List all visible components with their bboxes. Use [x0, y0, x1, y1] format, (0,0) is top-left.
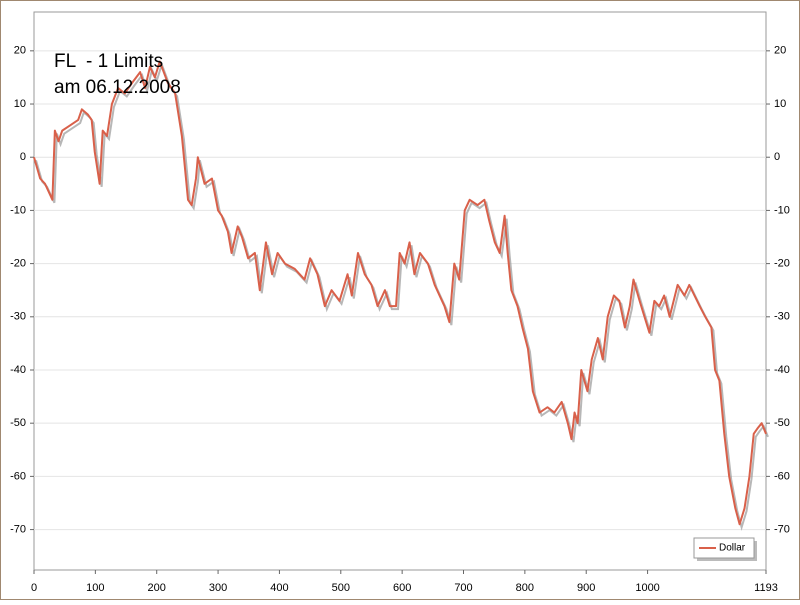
x-tick-label: 100: [86, 582, 104, 594]
y-tick-label: 10: [14, 98, 26, 110]
y-tick-label: -60: [10, 470, 26, 482]
y2-tick-label: -10: [774, 204, 790, 216]
y2-tick-label: -50: [774, 417, 790, 429]
y-tick-label: 0: [20, 151, 26, 163]
y-tick-label: 20: [14, 45, 26, 57]
y-tick-label: -50: [10, 417, 26, 429]
x-tick-label: 600: [393, 582, 411, 594]
legend-label: Dollar: [719, 543, 746, 554]
marks: [33, 60, 769, 531]
x-tick-label: 0: [31, 582, 37, 594]
x-tick-label: 500: [332, 582, 350, 594]
x-tick-label: 700: [454, 582, 472, 594]
x-tick-label: 400: [270, 582, 288, 594]
chart-subtitle: am 06.12.2008: [54, 77, 181, 98]
x-tick-label: 1000: [635, 582, 659, 594]
y2-tick-label: -20: [774, 258, 790, 270]
y2-tick-label: 10: [774, 98, 786, 110]
line-shadow: [35, 61, 769, 531]
y2-tick-label: 0: [774, 151, 780, 163]
x-tick-label: 1193: [754, 582, 778, 594]
y2-tick-label: -30: [774, 311, 790, 323]
y-tick-label: -30: [10, 311, 26, 323]
y-tick-label: -40: [10, 364, 26, 376]
y-tick-label: -20: [10, 258, 26, 270]
x-tick-label: 800: [516, 582, 534, 594]
y2-tick-label: 20: [774, 45, 786, 57]
x-tick-label: 300: [209, 582, 227, 594]
y2-tick-label: -70: [774, 523, 790, 535]
y-tick-label: -10: [10, 204, 26, 216]
chart-title: FL - 1 Limits: [54, 51, 163, 72]
legend-box: [693, 537, 755, 559]
x-tick-label: 200: [148, 582, 166, 594]
line: [33, 60, 767, 526]
y-tick-label: -70: [10, 523, 26, 535]
x-tick-label: 900: [577, 582, 595, 594]
y2-tick-label: -60: [774, 470, 790, 482]
y2-tick-label: -40: [774, 364, 790, 376]
legend: Dollar: [693, 537, 757, 561]
